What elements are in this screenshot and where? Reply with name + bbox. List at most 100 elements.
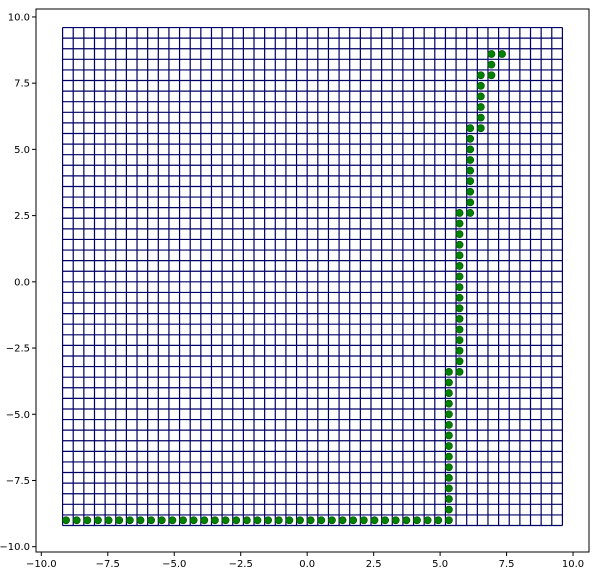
y-tick-label: −2.5 [6,344,30,355]
data-point [476,92,485,101]
data-point [444,431,453,440]
data-point [476,81,485,90]
data-point [444,410,453,419]
data-point [487,71,496,80]
data-point [232,516,241,525]
data-point [338,516,347,525]
data-point [444,495,453,503]
x-tick-label: −5.0 [162,559,186,570]
data-point [72,516,81,525]
data-point [455,209,464,217]
data-point [125,516,134,525]
data-point [466,198,475,207]
data-point [444,420,453,429]
data-point [200,516,209,525]
data-point [253,516,262,525]
data-point [455,304,464,313]
y-tick-label: 0.0 [14,277,30,288]
data-point [211,516,219,525]
data-point [476,113,485,122]
data-points [62,50,506,525]
data-point [466,166,475,175]
x-axis-ticks: −10.0 −7.5 −5.0 −2.5 0.0 2.5 5.0 7.5 10.0 [26,552,584,570]
data-point [455,219,464,228]
data-point [466,177,475,186]
y-tick-label: 7.5 [14,79,30,90]
data-point [381,516,389,525]
data-point [444,463,453,472]
data-point [455,283,464,292]
data-point [285,516,294,525]
data-point [455,367,464,376]
data-point [466,145,475,154]
data-point [466,187,475,196]
data-point [444,516,453,525]
data-point [476,103,485,111]
data-point [498,50,506,58]
data-point [444,442,453,450]
y-tick-label: −7.5 [6,476,30,487]
data-point [94,516,102,525]
data-point [455,315,464,323]
x-tick-label: 2.5 [366,559,382,570]
data-point [444,452,453,461]
y-tick-label: −10.0 [0,542,30,553]
data-point [221,516,230,525]
data-point [444,473,453,482]
plot-frame [35,8,590,553]
x-tick-label: −2.5 [229,559,253,570]
data-point [349,516,358,525]
data-point [444,399,453,408]
x-tick-label: 0.0 [299,559,315,570]
data-point [147,516,156,525]
data-point [179,516,187,525]
data-point [466,134,475,143]
data-point [104,516,113,525]
data-point [359,516,368,525]
data-point [444,505,453,514]
data-point [444,378,453,387]
data-point [317,516,326,525]
data-point [274,516,283,525]
data-point [115,516,124,525]
y-tick-label: 10.0 [8,12,30,23]
data-point [455,325,464,334]
data-point [423,516,432,525]
data-point [476,124,485,133]
data-point [466,124,475,133]
data-point [455,230,464,239]
data-point [455,272,464,281]
y-axis-ticks: −10.0 −7.5 −5.0 −2.5 0.0 2.5 5.0 7.5 10.0 [0,12,36,553]
data-point [455,336,464,344]
x-tick-label: −7.5 [96,559,120,570]
data-point [455,357,464,366]
data-point [455,240,464,249]
data-point [296,516,304,525]
data-point [391,516,400,525]
data-point [136,516,145,525]
data-point [434,516,443,525]
data-point [306,516,315,525]
x-tick-label: 7.5 [499,559,515,570]
data-point [370,516,379,525]
data-point [455,251,464,260]
data-point [455,346,464,355]
data-point [444,389,453,397]
data-point [402,516,411,525]
data-point [83,516,92,525]
data-point [189,516,198,525]
grid-lines [61,26,564,527]
data-point [455,262,464,270]
data-point [487,60,496,69]
data-point [455,293,464,302]
data-point [476,71,485,80]
data-point [466,156,475,164]
data-point [157,516,166,525]
data-point [62,516,70,525]
data-point [444,484,453,493]
x-tick-label: 5.0 [432,559,448,570]
data-point [487,50,496,58]
data-point [264,516,273,525]
x-tick-label: −10.0 [26,559,57,570]
